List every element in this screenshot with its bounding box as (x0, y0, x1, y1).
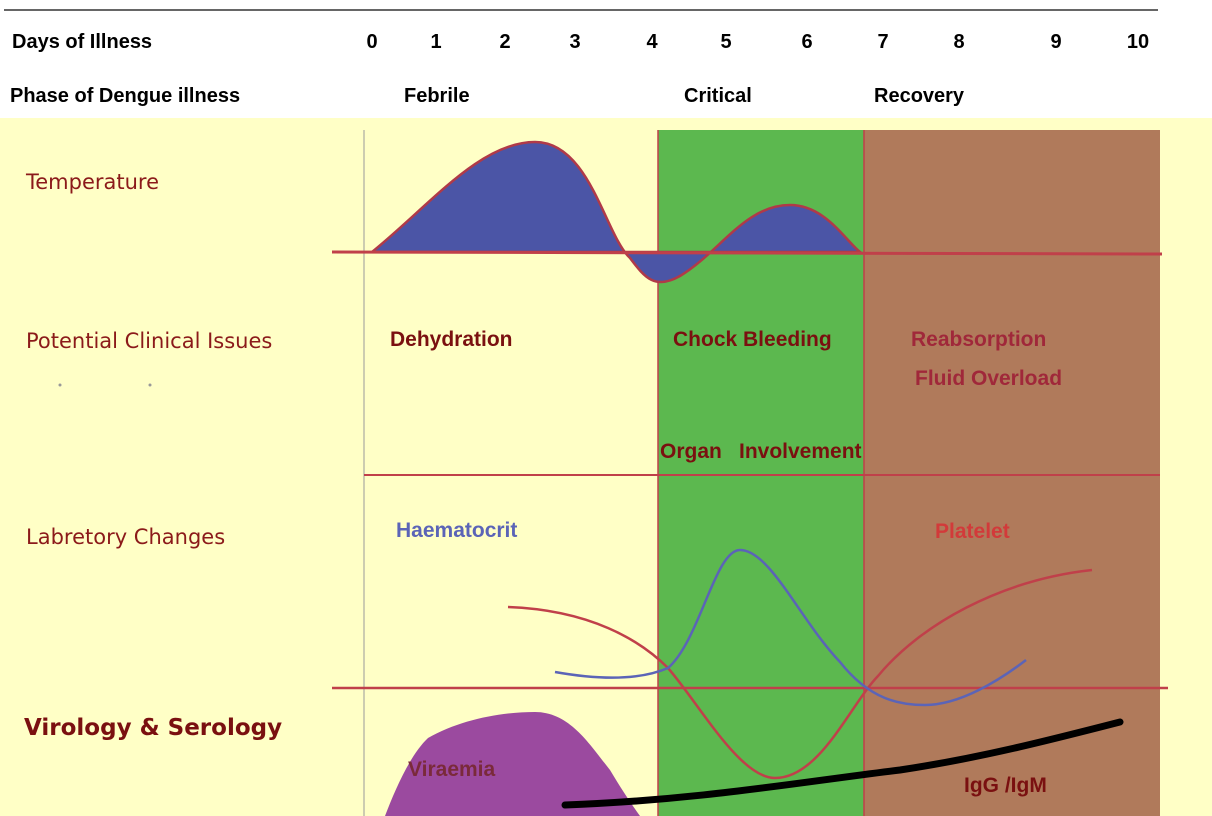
day-tick-3: 3 (569, 31, 580, 53)
day-tick-7: 7 (877, 31, 888, 53)
issue-fluid-overload: Fluid Overload (915, 367, 1062, 390)
haematocrit-curve (554, 548, 1027, 707)
temperature-baseline (331, 250, 1163, 256)
row-label-temperature: Temperature (25, 170, 159, 194)
igg-igm-curve (561, 718, 1124, 809)
issue-chock-bleeding: Chock Bleeding (673, 328, 832, 351)
day-tick-1: 1 (430, 31, 441, 53)
phase-febrile: Febrile (404, 85, 470, 107)
platelet-curve (507, 568, 1093, 780)
issue-involvement: Involvement (739, 440, 862, 463)
row-label-clinical: Potential Clinical Issues (26, 329, 272, 353)
header-background (0, 0, 1212, 118)
viraemia-curve (385, 712, 640, 816)
issue-dehydration: Dehydration (390, 328, 513, 351)
day-tick-4: 4 (646, 31, 658, 53)
phase-recovery: Recovery (874, 85, 965, 107)
day-tick-0: 0 (366, 31, 377, 53)
speck-2 (148, 383, 152, 387)
issue-reabsorption: Reabsorption (911, 328, 1046, 351)
igg-igm-label: IgG /IgM (964, 774, 1047, 797)
temperature-curve (368, 140, 864, 284)
speck-1 (58, 383, 62, 387)
phase-critical: Critical (684, 85, 752, 107)
row-label-virology: Virology & Serology (24, 715, 282, 741)
days-of-illness-label: Days of Illness (12, 31, 152, 53)
recovery-column (864, 130, 1160, 816)
day-ticks: 0 1 2 3 4 5 6 7 8 9 10 (366, 31, 1149, 53)
row-label-laboratory: Labretory Changes (26, 525, 225, 549)
phase-label: Phase of Dengue illness (10, 85, 240, 107)
day-tick-2: 2 (499, 31, 510, 53)
day-tick-10: 10 (1127, 31, 1149, 53)
platelet-label: Platelet (935, 520, 1010, 543)
day-tick-5: 5 (720, 31, 731, 53)
day-tick-6: 6 (801, 31, 812, 53)
viraemia-label: Viraemia (408, 758, 495, 781)
issue-organ: Organ (660, 440, 722, 463)
day-tick-9: 9 (1050, 31, 1061, 53)
day-tick-8: 8 (953, 31, 964, 53)
haematocrit-label: Haematocrit (396, 519, 517, 542)
